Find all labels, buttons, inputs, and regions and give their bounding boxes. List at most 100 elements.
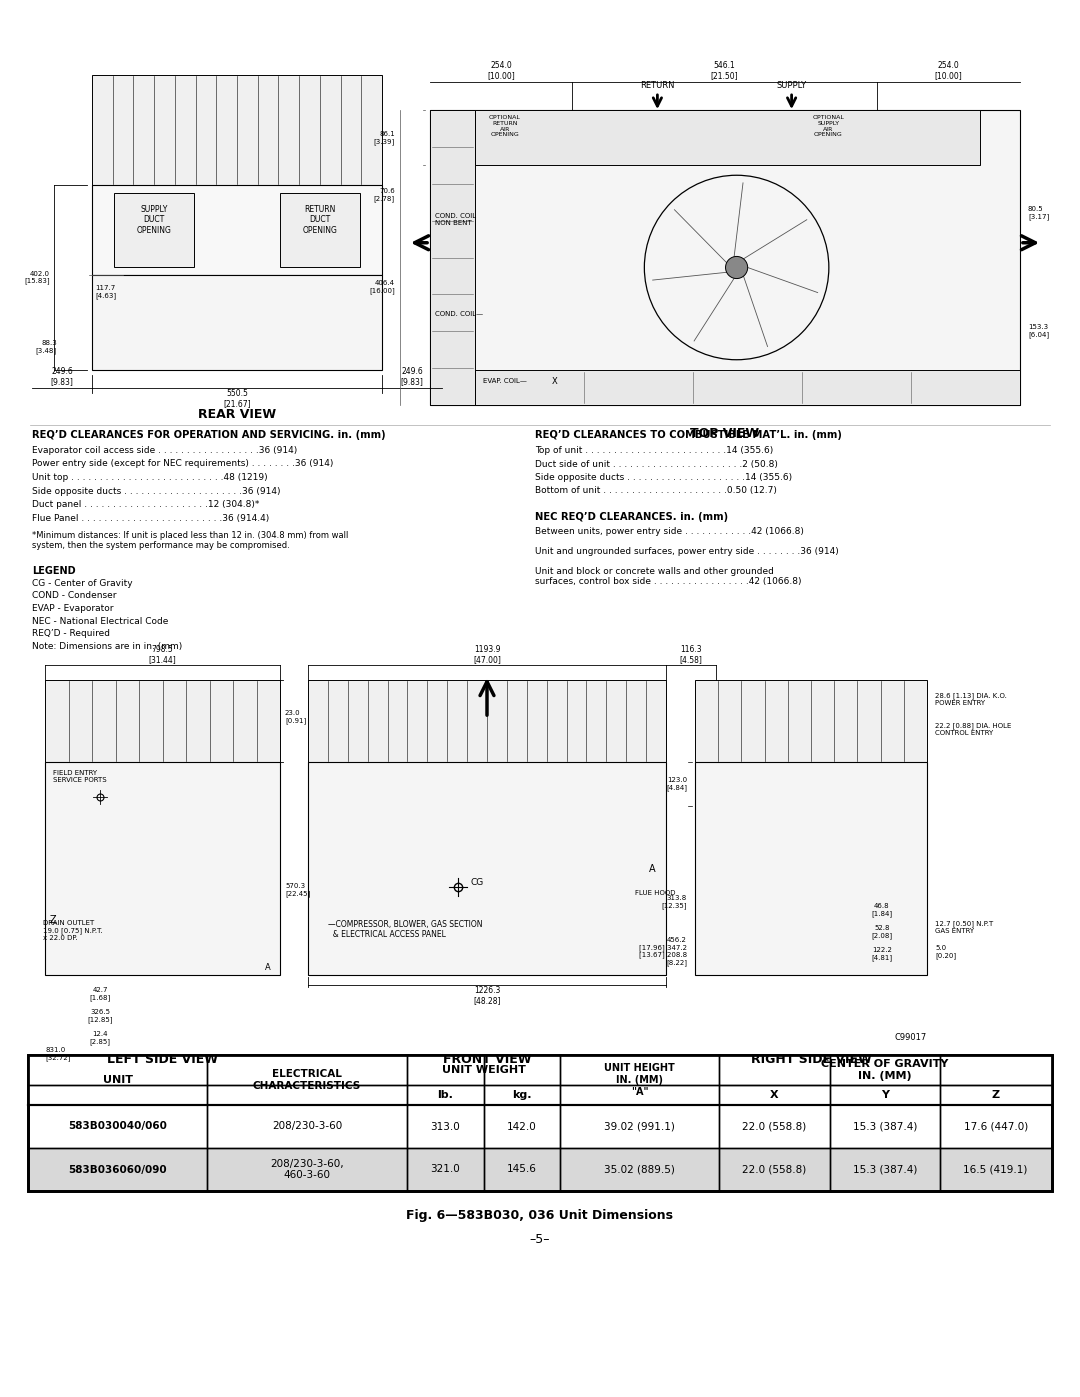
Bar [28, 1055, 1052, 1105]
Text: 22.0 (558.8): 22.0 (558.8) [742, 1165, 807, 1175]
Text: FLUE HOOD: FLUE HOOD [635, 890, 675, 895]
Text: Unit and block or concrete walls and other grounded
surfaces, control box side .: Unit and block or concrete walls and oth… [535, 567, 801, 587]
Text: RETURN: RETURN [640, 81, 675, 89]
Text: 254.0
[10.00]: 254.0 [10.00] [487, 60, 515, 80]
Text: 456.2
[17.96] 347.2
[13.67] 208.8
[8.22]: 456.2 [17.96] 347.2 [13.67] 208.8 [8.22] [639, 937, 687, 967]
Text: Power entry side (except for NEC requirements) . . . . . . . .36 (914): Power entry side (except for NEC require… [32, 460, 334, 468]
Text: 42.7
[1.68]: 42.7 [1.68] [90, 988, 110, 1000]
Text: C99017: C99017 [894, 1032, 927, 1042]
Text: 583B030040/060: 583B030040/060 [68, 1122, 167, 1132]
Text: 16.5 (419.1): 16.5 (419.1) [963, 1165, 1028, 1175]
Text: 28.6 [1.13] DIA. K.O.
POWER ENTRY: 28.6 [1.13] DIA. K.O. POWER ENTRY [935, 692, 1007, 705]
Text: Side opposite ducts . . . . . . . . . . . . . . . . . . . . .14 (355.6): Side opposite ducts . . . . . . . . . . … [535, 474, 792, 482]
Text: 116.3
[4.58]: 116.3 [4.58] [679, 644, 702, 664]
Bar [430, 110, 475, 405]
Text: TOP VIEW: TOP VIEW [690, 427, 759, 440]
Text: 249.6
[9.83]: 249.6 [9.83] [401, 366, 423, 386]
Text: REAR VIEW: REAR VIEW [198, 408, 276, 420]
Text: Fig. 6—583B030, 036 Unit Dimensions: Fig. 6—583B030, 036 Unit Dimensions [406, 1208, 674, 1222]
Text: REQ’D CLEARANCES FOR OPERATION AND SERVICING. in. (mm): REQ’D CLEARANCES FOR OPERATION AND SERVI… [32, 430, 386, 440]
Text: NEC REQ’D CLEARANCES. in. (mm): NEC REQ’D CLEARANCES. in. (mm) [535, 511, 728, 522]
Bar [114, 193, 194, 267]
Text: ELECTRICAL
CHARACTERISTICS: ELECTRICAL CHARACTERISTICS [253, 1069, 361, 1091]
Text: RIGHT SIDE VIEW: RIGHT SIDE VIEW [751, 1053, 872, 1066]
Bar [45, 761, 280, 975]
Text: 550.5
[21.67]: 550.5 [21.67] [224, 388, 251, 408]
Text: 15.3 (387.4): 15.3 (387.4) [853, 1122, 917, 1132]
Text: COND. COIL—: COND. COIL— [435, 310, 483, 317]
Text: *Minimum distances: If unit is placed less than 12 in. (304.8 mm) from wall
syst: *Minimum distances: If unit is placed le… [32, 531, 349, 550]
Text: 86.1
[3.39]: 86.1 [3.39] [374, 131, 395, 145]
Bar [308, 680, 666, 761]
Text: DRAIN OUTLET
19.0 [0.75] N.P.T.
x 22.0 DP.: DRAIN OUTLET 19.0 [0.75] N.P.T. x 22.0 D… [43, 921, 103, 940]
Bar [430, 110, 1020, 405]
Text: A: A [265, 963, 271, 972]
Text: Z: Z [50, 915, 56, 925]
Text: 313.8
[12.35]: 313.8 [12.35] [661, 895, 687, 909]
Text: 35.02 (889.5): 35.02 (889.5) [605, 1165, 675, 1175]
Text: 326.5
[12.85]: 326.5 [12.85] [87, 1009, 112, 1023]
Text: CENTER OF GRAVITY
IN. (MM): CENTER OF GRAVITY IN. (MM) [822, 1059, 948, 1081]
Text: NEC - National Electrical Code: NEC - National Electrical Code [32, 616, 168, 626]
Text: 15.3 (387.4): 15.3 (387.4) [853, 1165, 917, 1175]
Text: Y: Y [881, 1090, 889, 1099]
Bar [28, 1055, 1052, 1192]
Text: 402.0
[15.83]: 402.0 [15.83] [25, 271, 50, 285]
Text: 22.0 (558.8): 22.0 (558.8) [742, 1122, 807, 1132]
Text: RETURN
DUCT
OPENING: RETURN DUCT OPENING [302, 205, 337, 235]
Text: Duct panel . . . . . . . . . . . . . . . . . . . . . .12 (304.8)*: Duct panel . . . . . . . . . . . . . . .… [32, 500, 259, 509]
Text: 117.7
[4.63]: 117.7 [4.63] [95, 285, 117, 299]
Text: 208/230-3-60: 208/230-3-60 [272, 1122, 342, 1132]
Text: 22.2 [0.88] DIA. HOLE
CONTROL ENTRY: 22.2 [0.88] DIA. HOLE CONTROL ENTRY [935, 722, 1011, 736]
Text: SUPPLY: SUPPLY [777, 81, 807, 89]
Text: FRONT VIEW: FRONT VIEW [443, 1053, 531, 1066]
Bar [475, 110, 980, 165]
Text: 1193.9
[47.00]: 1193.9 [47.00] [473, 644, 501, 664]
Text: X: X [770, 1090, 779, 1099]
Text: CG - Center of Gravity: CG - Center of Gravity [32, 578, 133, 588]
Bar [696, 680, 927, 761]
Text: kg.: kg. [512, 1090, 531, 1099]
Text: COND - Condenser: COND - Condenser [32, 591, 117, 601]
Text: 88.3
[3.48]: 88.3 [3.48] [36, 339, 57, 353]
Text: REQ’D CLEARANCES TO COMBUSTIBLE MAT’L. in. (mm): REQ’D CLEARANCES TO COMBUSTIBLE MAT’L. i… [535, 430, 842, 440]
Text: Side opposite ducts . . . . . . . . . . . . . . . . . . . . .36 (914): Side opposite ducts . . . . . . . . . . … [32, 486, 281, 496]
Text: 406.4
[16.00]: 406.4 [16.00] [369, 281, 395, 293]
Text: 12.7 [0.50] N.P.T
GAS ENTRY: 12.7 [0.50] N.P.T GAS ENTRY [935, 921, 994, 933]
Bar [308, 761, 666, 975]
Text: OPTIONAL
SUPPLY
AIR
OPENING: OPTIONAL SUPPLY AIR OPENING [812, 115, 845, 137]
Bar [28, 1055, 1052, 1192]
Text: 23.0
[0.91]: 23.0 [0.91] [285, 710, 307, 724]
Text: X: X [552, 377, 558, 387]
Text: Between units, power entry side . . . . . . . . . . . .42 (1066.8): Between units, power entry side . . . . … [535, 527, 804, 536]
Text: 249.6
[9.83]: 249.6 [9.83] [51, 366, 73, 386]
Text: 570.3
[22.45]: 570.3 [22.45] [285, 883, 310, 897]
Text: 583B036060/090: 583B036060/090 [68, 1165, 167, 1175]
Bar [92, 75, 382, 184]
Text: UNIT WEIGHT: UNIT WEIGHT [442, 1065, 526, 1076]
Text: 798.5
[31.44]: 798.5 [31.44] [149, 644, 176, 664]
Text: Duct side of unit . . . . . . . . . . . . . . . . . . . . . . .2 (50.8): Duct side of unit . . . . . . . . . . . … [535, 460, 778, 468]
Text: 12.4
[2.85]: 12.4 [2.85] [90, 1031, 110, 1045]
Bar [28, 1148, 1052, 1192]
Text: 321.0: 321.0 [431, 1165, 460, 1175]
Text: 39.02 (991.1): 39.02 (991.1) [605, 1122, 675, 1132]
Text: 153.3
[6.04]: 153.3 [6.04] [1028, 324, 1049, 338]
Text: Note: Dimensions are in in. (mm): Note: Dimensions are in in. (mm) [32, 641, 183, 651]
Bar [696, 761, 927, 975]
Text: EVAP. COIL—: EVAP. COIL— [483, 379, 527, 384]
Text: 546.1
[21.50]: 546.1 [21.50] [711, 60, 739, 80]
Text: 80.5
[3.17]: 80.5 [3.17] [1028, 207, 1050, 221]
Bar [45, 680, 280, 761]
Text: 17.6 (447.0): 17.6 (447.0) [963, 1122, 1028, 1132]
Text: OPTIONAL
RETURN
AIR
OPENING: OPTIONAL RETURN AIR OPENING [489, 115, 521, 137]
Text: Unit and ungrounded surfaces, power entry side . . . . . . . .36 (914): Unit and ungrounded surfaces, power entr… [535, 548, 839, 556]
Text: UNIT: UNIT [103, 1076, 133, 1085]
Text: 122.2
[4.81]: 122.2 [4.81] [872, 947, 892, 961]
Text: —COMPRESSOR, BLOWER, GAS SECTION
  & ELECTRICAL ACCESS PANEL: —COMPRESSOR, BLOWER, GAS SECTION & ELECT… [328, 921, 483, 939]
Bar [475, 370, 1020, 405]
Text: A: A [649, 863, 656, 873]
Text: 70.6
[2.78]: 70.6 [2.78] [374, 189, 395, 203]
Text: Bottom of unit . . . . . . . . . . . . . . . . . . . . . .0.50 (12.7): Bottom of unit . . . . . . . . . . . . .… [535, 486, 777, 496]
Text: 46.8
[1.84]: 46.8 [1.84] [872, 902, 892, 916]
